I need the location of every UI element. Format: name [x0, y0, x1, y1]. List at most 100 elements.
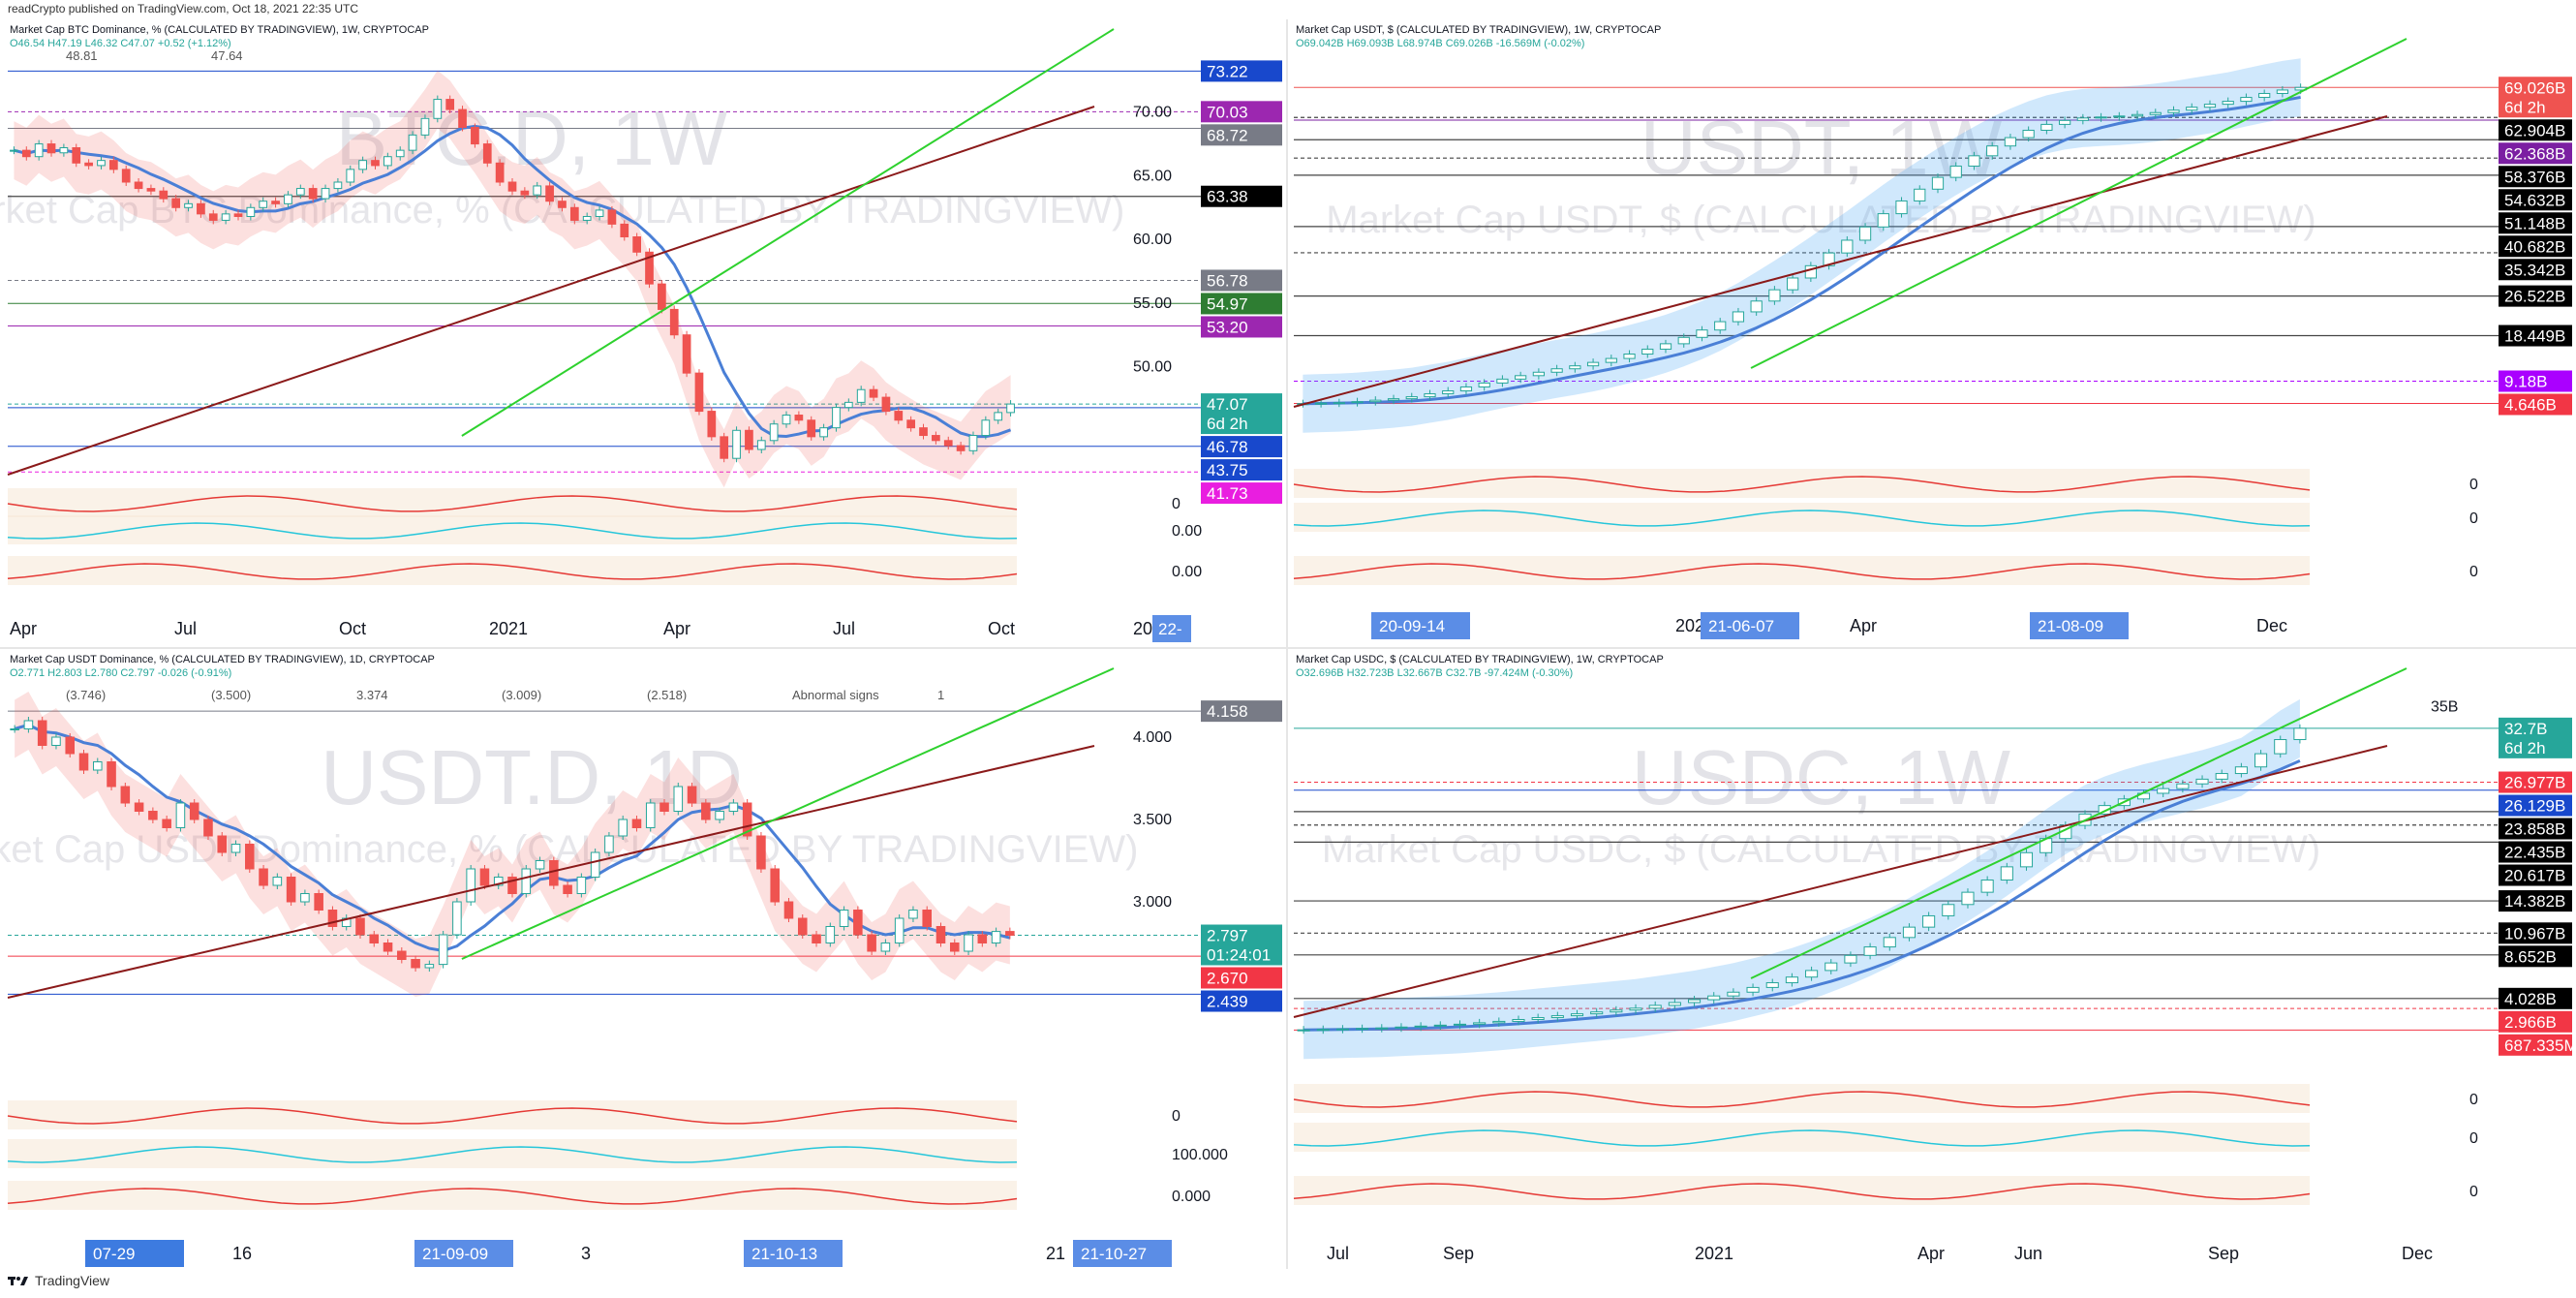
btcd-x-label: Oct — [988, 619, 1015, 638]
usdtd-candle — [120, 786, 131, 804]
usdc-price-tag — [2499, 771, 2572, 793]
btcd-candle — [284, 194, 292, 204]
usdc-candle — [1980, 879, 1994, 893]
usdt-price-tag-sub: 6d 2h — [2504, 98, 2546, 116]
usdt-price-tag — [2499, 166, 2572, 188]
usdc-candle — [2234, 766, 2248, 775]
usdtd-candle — [327, 910, 338, 927]
btcd-cloud-band — [14, 70, 1011, 488]
usdtd-candle — [797, 917, 808, 936]
usdt-price-tag-text: 62.368B — [2504, 144, 2565, 163]
btcd-candle — [171, 198, 181, 208]
usdc-cloud-band — [1303, 698, 2300, 1060]
usdt-price-tag-text: 54.632B — [2504, 191, 2565, 209]
usdc-candle — [1805, 970, 1819, 978]
btcd-candle — [720, 436, 729, 459]
usdt-price-tag-text: 69.026B — [2504, 78, 2565, 97]
btcd-candle — [994, 412, 1003, 421]
usdc-market-cap-chart[interactable]: USDC, 1W Market Cap USDC, $ (CALCULATED B… — [1288, 649, 2576, 1269]
usdt-candle — [1858, 226, 1872, 241]
btcd-candle — [108, 160, 118, 170]
btcd-candle — [932, 435, 940, 442]
usdtd-candle — [65, 736, 76, 755]
usdtd-date-badge — [1073, 1240, 1172, 1267]
usdc-indicator-line-1 — [1293, 1129, 2311, 1147]
btcd-candle — [843, 401, 853, 409]
usdtd-candle — [853, 910, 863, 936]
btcd-candle — [856, 388, 866, 403]
btcd-candle — [669, 308, 679, 336]
btcd-candle — [321, 188, 330, 200]
usdc-x-label: Jun — [2014, 1244, 2042, 1263]
usdtd-candle — [1005, 931, 1015, 937]
usdt-date-badge — [1371, 612, 1470, 639]
usdt-price-tag — [2499, 189, 2572, 211]
usdtd-candle — [438, 934, 448, 966]
usdtd-indicator-pane-2 — [8, 1181, 1017, 1210]
usdt-date-badge-text: 21-08-09 — [2038, 617, 2103, 635]
usdt-candle — [1914, 188, 1926, 201]
usdt-candle — [2222, 101, 2234, 106]
btcd-candle — [208, 213, 218, 221]
btcd-candle — [558, 201, 567, 208]
btcd-candle — [46, 143, 56, 154]
usdc-candle — [2215, 773, 2228, 780]
btcd-axis-tick: 65.00 — [1133, 168, 1172, 184]
btcd-candle — [732, 429, 741, 459]
usdt-svg: USDT, 1W Market Cap USDT, $ (CALCULATED B… — [1293, 24, 2572, 639]
usdtd-indicator-line-0 — [7, 1107, 1018, 1125]
usdtd-date-badge-text: 21-09-09 — [422, 1245, 488, 1263]
usdc-candle — [1629, 1007, 1642, 1011]
usdtd-candle — [203, 819, 213, 837]
usdc-indicator-line-2 — [1293, 1183, 2311, 1200]
usdt-candle — [2186, 107, 2198, 111]
usdtd-candle — [369, 934, 380, 943]
usdtd-candle — [949, 943, 960, 952]
usdtd-candle — [314, 893, 323, 911]
usdt-dominance-chart[interactable]: USDT.D, 1D Market Cap USDT Dominance, % (… — [0, 649, 1286, 1269]
usdc-indicator-label: 0 — [2469, 1184, 2478, 1200]
usdc-candle — [2195, 778, 2209, 785]
btcd-small-title: Market Cap BTC Dominance, % (CALCULATED … — [10, 24, 429, 36]
usdt-candle — [1314, 402, 1328, 405]
usdt-market-cap-chart[interactable]: USDT, 1W Market Cap USDT, $ (CALCULATED B… — [1288, 19, 2576, 647]
usdtd-candle — [935, 926, 946, 943]
btcd-candle — [358, 160, 367, 170]
usdt-price-tag — [2499, 370, 2572, 392]
usdtd-annotation: Abnormal signs — [792, 688, 879, 702]
usdtd-price-tag-text: 2.439 — [1207, 993, 1248, 1011]
usdc-candle — [1765, 982, 1779, 988]
usdt-candle — [2022, 129, 2035, 139]
btcd-price-tag — [1201, 101, 1282, 123]
usdtd-candle — [659, 802, 669, 812]
btcd-price-tag-text: 46.78 — [1207, 438, 1248, 456]
usdtd-candle — [148, 811, 158, 820]
usdc-price-tag-text: 26.129B — [2504, 797, 2565, 816]
usdt-candle — [1569, 365, 1581, 370]
btcd-candle — [607, 209, 617, 225]
btcd-price-tag — [1201, 269, 1282, 292]
btcd-candle — [159, 190, 169, 200]
usdt-candle — [1459, 386, 1473, 392]
btcd-candle — [807, 419, 816, 438]
usdc-indicator-pane-1 — [1294, 1123, 2310, 1152]
usdt-ma-line — [1303, 95, 2301, 406]
usdc-candle — [1922, 914, 1936, 928]
usdtd-date-badge-text: 07-29 — [93, 1245, 135, 1263]
usdtd-candle — [272, 877, 283, 886]
usdc-candle — [1550, 1015, 1564, 1019]
usdtd-date-badge-text: 21-10-27 — [1081, 1245, 1147, 1263]
btcd-candle — [545, 185, 554, 202]
usdtd-candle — [922, 910, 933, 927]
btcd-candle — [520, 190, 530, 196]
usdc-price-tag-sub: 6d 2h — [2504, 739, 2546, 757]
usdc-candle — [1863, 946, 1877, 956]
btcd-x-label: Jul — [833, 619, 855, 638]
usdc-trend-line-red — [1293, 745, 2388, 1018]
usdt-candle — [2113, 115, 2126, 118]
usdt-candle — [1550, 368, 1563, 373]
usdtd-trend-line-red — [7, 745, 1095, 999]
usdt-candle — [1496, 378, 1509, 384]
usdtd-x-label: 3 — [581, 1244, 591, 1263]
